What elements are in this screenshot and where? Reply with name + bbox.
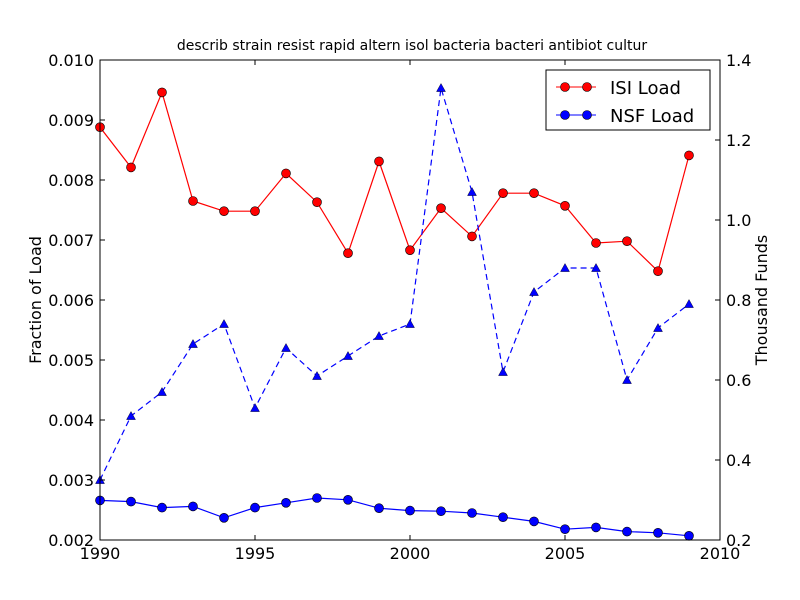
series-0-point bbox=[405, 245, 415, 255]
series-line-0 bbox=[99, 90, 690, 273]
y-left-tick-label: 0.008 bbox=[48, 171, 94, 190]
series-2-point bbox=[405, 319, 415, 328]
series-2-point bbox=[622, 375, 632, 384]
series-0-point bbox=[436, 203, 446, 213]
series-1-point bbox=[281, 497, 291, 508]
series-line-2 bbox=[99, 87, 690, 481]
series-1-point bbox=[653, 527, 663, 538]
y-axis-right-label: Thousand Funds bbox=[752, 235, 771, 366]
y-right-tick-label: 0.2 bbox=[726, 531, 751, 550]
series-0-point bbox=[250, 206, 260, 216]
series-2-point bbox=[343, 351, 353, 360]
series-line-1 bbox=[99, 497, 690, 537]
legend-marker-isi bbox=[560, 82, 570, 92]
series-0-point bbox=[281, 168, 291, 179]
y-axis-left: 0.002 0.003 0.004 0.005 0.006 0.007 0.008 0.009… bbox=[48, 51, 105, 550]
series-1-point bbox=[312, 493, 322, 503]
plot-frame bbox=[99, 59, 721, 541]
y-right-tick-label: 1.0 bbox=[726, 211, 751, 230]
y-right-tick-label: 0.8 bbox=[726, 291, 751, 310]
series-1-point bbox=[529, 516, 539, 527]
series-0-point bbox=[219, 206, 229, 216]
legend-marker-isi bbox=[582, 82, 592, 92]
y-left-tick-label: 0.010 bbox=[48, 51, 94, 70]
y-left-tick-label: 0.007 bbox=[48, 231, 94, 250]
x-tick-label: 2000 bbox=[390, 544, 431, 563]
series-1-point bbox=[219, 512, 229, 523]
series-2-point bbox=[684, 299, 694, 308]
series-0-point bbox=[498, 188, 508, 198]
series-2-point bbox=[498, 367, 508, 376]
series-1-point bbox=[498, 512, 508, 523]
series-2-point bbox=[250, 403, 260, 412]
series-0-point bbox=[653, 266, 663, 277]
legend-label-isi: ISI Load bbox=[610, 78, 681, 99]
series-1-point bbox=[250, 502, 260, 513]
legend-frame bbox=[545, 69, 711, 131]
series-1-point bbox=[343, 494, 353, 505]
y-right-tick-label: 1.2 bbox=[726, 131, 751, 150]
y-left-tick-label: 0.003 bbox=[48, 471, 94, 490]
series-0-point bbox=[374, 156, 384, 167]
series-2-point bbox=[126, 411, 136, 420]
series-2-point bbox=[157, 387, 167, 396]
y-axis-left-label: Fraction of Load bbox=[26, 236, 45, 364]
series-2-point bbox=[374, 331, 384, 340]
series-1-point bbox=[591, 522, 601, 533]
series-0-point bbox=[591, 238, 601, 248]
series-1-point bbox=[374, 503, 384, 514]
legend: ISI Load NSF Load bbox=[545, 69, 711, 131]
series-1-point bbox=[188, 501, 198, 512]
series-2-point bbox=[591, 263, 601, 272]
chart-title: describ strain resist rapid altern isol … bbox=[177, 38, 647, 54]
series-1-point bbox=[126, 496, 136, 507]
y-left-tick-label: 0.005 bbox=[48, 351, 94, 370]
y-left-tick-label: 0.009 bbox=[48, 111, 94, 130]
series-0-point bbox=[312, 197, 322, 207]
x-axis: 1990 1995 2000 2005 2010 bbox=[80, 60, 741, 563]
plot-area bbox=[95, 83, 694, 541]
series-1-point bbox=[405, 505, 415, 516]
legend-marker-nsf bbox=[560, 110, 570, 120]
x-tick-label: 1990 bbox=[80, 544, 121, 563]
y-axis-right: 0.2 0.4 0.6 0.8 1.0 1.2 1.4 bbox=[715, 51, 751, 550]
x-tick-label: 2005 bbox=[545, 544, 586, 563]
series-0-point bbox=[622, 236, 632, 246]
series-0-point bbox=[560, 201, 570, 211]
series-1-point bbox=[622, 526, 632, 537]
series-2-point bbox=[436, 83, 446, 92]
series-0-point bbox=[343, 248, 353, 258]
x-tick-label: 1995 bbox=[235, 544, 276, 563]
series-2-point bbox=[281, 343, 291, 352]
series-0-point bbox=[126, 162, 136, 173]
series-0-point bbox=[529, 188, 539, 198]
series-1-point bbox=[560, 524, 570, 535]
series-2-point bbox=[467, 187, 477, 196]
series-0-point bbox=[188, 196, 198, 206]
y-left-tick-label: 0.004 bbox=[48, 411, 94, 430]
y-right-tick-label: 1.4 bbox=[726, 51, 751, 70]
series-0-point bbox=[157, 87, 167, 98]
x-tick-label: 2010 bbox=[700, 544, 741, 563]
y-right-tick-label: 0.6 bbox=[726, 371, 751, 390]
series-2-point bbox=[653, 323, 663, 332]
series-2-point bbox=[188, 339, 198, 348]
series-1-point bbox=[467, 508, 477, 518]
y-right-tick-label: 0.4 bbox=[726, 451, 751, 470]
series-1-point bbox=[684, 530, 694, 541]
series-0-point bbox=[684, 150, 694, 161]
y-left-tick-label: 0.002 bbox=[48, 531, 94, 550]
series-2-point bbox=[529, 287, 539, 296]
series-1-point bbox=[436, 506, 446, 517]
legend-label-nsf: NSF Load bbox=[610, 106, 694, 127]
series-1-point bbox=[157, 502, 167, 513]
series-2-point bbox=[312, 371, 322, 380]
legend-marker-nsf bbox=[582, 110, 592, 120]
series-0-point bbox=[467, 231, 477, 242]
y-left-tick-label: 0.006 bbox=[48, 291, 94, 310]
series-2-point bbox=[560, 263, 570, 272]
series-2-point bbox=[219, 319, 229, 328]
